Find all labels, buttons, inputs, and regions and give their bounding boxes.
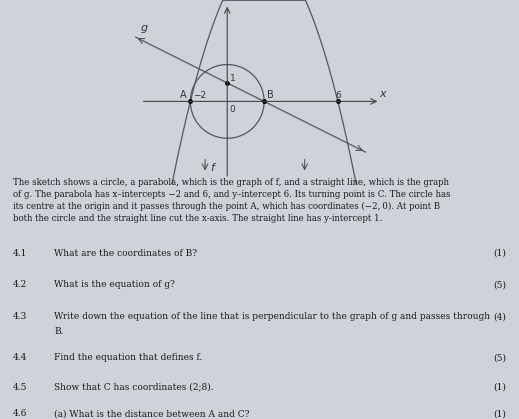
Text: (5): (5) bbox=[493, 353, 506, 362]
Text: B: B bbox=[267, 90, 274, 100]
Text: g: g bbox=[141, 23, 148, 34]
Text: The sketch shows a circle, a parabola, which is the graph of f, and a straight l: The sketch shows a circle, a parabola, w… bbox=[13, 178, 450, 223]
Text: 0: 0 bbox=[229, 104, 235, 114]
Text: x: x bbox=[380, 89, 386, 98]
Text: Write down the equation of the line that is perpendicular to the graph of g and : Write down the equation of the line that… bbox=[54, 312, 490, 321]
Text: Show that C has coordinates (2;8).: Show that C has coordinates (2;8). bbox=[54, 383, 214, 391]
Text: (a) What is the distance between A and C?: (a) What is the distance between A and C… bbox=[54, 409, 250, 418]
Text: 4.1: 4.1 bbox=[13, 249, 28, 258]
Text: Find the equation that defines f.: Find the equation that defines f. bbox=[54, 353, 203, 362]
Text: B.: B. bbox=[54, 327, 64, 336]
Text: What is the equation of g?: What is the equation of g? bbox=[54, 280, 175, 290]
Text: 4.4: 4.4 bbox=[13, 353, 28, 362]
Text: 4.3: 4.3 bbox=[13, 312, 27, 321]
Text: −2: −2 bbox=[193, 91, 206, 100]
Text: What are the coordinates of B?: What are the coordinates of B? bbox=[54, 249, 198, 258]
Text: (1): (1) bbox=[493, 249, 506, 258]
Text: (5): (5) bbox=[493, 280, 506, 290]
Text: (1): (1) bbox=[493, 409, 506, 418]
Text: (4): (4) bbox=[493, 312, 506, 321]
Text: 1: 1 bbox=[230, 74, 236, 83]
Text: (1): (1) bbox=[493, 383, 506, 391]
Text: 4.6: 4.6 bbox=[13, 409, 28, 418]
Text: A: A bbox=[180, 90, 187, 100]
Text: f: f bbox=[211, 163, 214, 173]
Text: 6: 6 bbox=[335, 91, 341, 100]
Text: 4.2: 4.2 bbox=[13, 280, 27, 290]
Text: 4.5: 4.5 bbox=[13, 383, 28, 391]
